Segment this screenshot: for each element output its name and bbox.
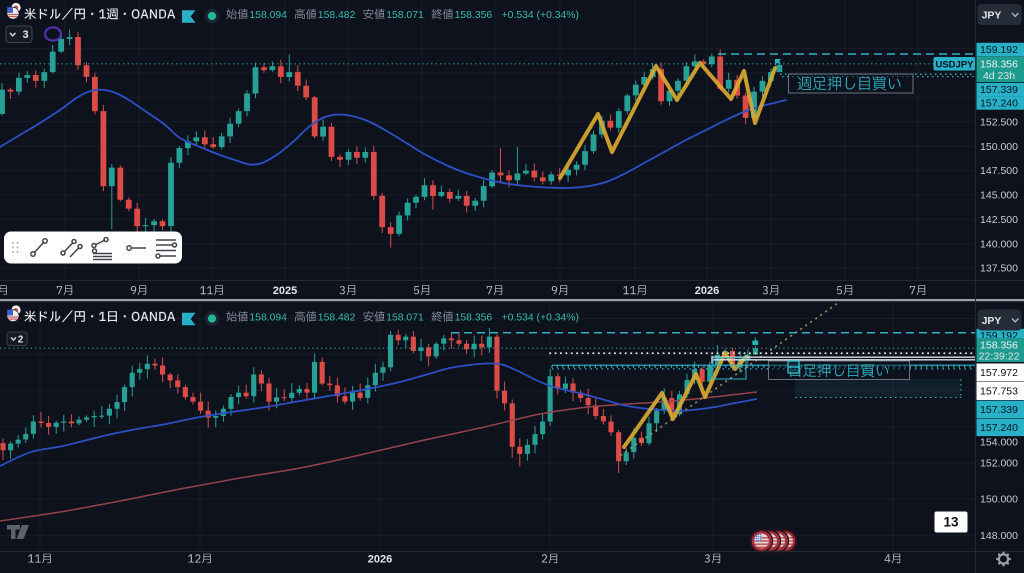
svg-text:158.482: 158.482 xyxy=(318,10,356,21)
svg-text:JPY: JPY xyxy=(982,315,1002,327)
svg-text:147.500: 147.500 xyxy=(980,165,1018,177)
svg-text:148.000: 148.000 xyxy=(980,530,1018,542)
svg-text:4d 23h: 4d 23h xyxy=(983,70,1015,82)
svg-text:154.000: 154.000 xyxy=(980,437,1018,449)
svg-text:157.240: 157.240 xyxy=(980,98,1018,110)
svg-text:+0.534 (+0.34%): +0.534 (+0.34%) xyxy=(502,313,579,324)
svg-text:2026: 2026 xyxy=(695,285,719,297)
svg-text:13: 13 xyxy=(943,515,959,530)
svg-text:158.482: 158.482 xyxy=(318,313,356,324)
svg-text:150.000: 150.000 xyxy=(980,494,1018,506)
svg-text:158.356: 158.356 xyxy=(455,313,493,324)
svg-text:158.071: 158.071 xyxy=(386,313,424,324)
svg-text:142.500: 142.500 xyxy=(980,214,1018,226)
svg-text:158.356: 158.356 xyxy=(980,340,1018,352)
svg-text:JPY: JPY xyxy=(982,10,1002,22)
svg-text:152.000: 152.000 xyxy=(980,458,1018,470)
svg-text:158.356: 158.356 xyxy=(980,59,1018,71)
svg-text:22:39:22: 22:39:22 xyxy=(979,351,1020,363)
svg-text:157.339: 157.339 xyxy=(980,404,1018,416)
svg-text:157.972: 157.972 xyxy=(980,367,1018,379)
svg-text:137.500: 137.500 xyxy=(980,263,1018,275)
svg-text:158.094: 158.094 xyxy=(249,313,287,324)
svg-text:2: 2 xyxy=(18,334,24,345)
svg-text:3: 3 xyxy=(22,29,28,41)
svg-text:159.192: 159.192 xyxy=(980,44,1018,56)
svg-text:140.000: 140.000 xyxy=(980,238,1018,250)
svg-text:158.356: 158.356 xyxy=(455,10,493,21)
svg-text:158.071: 158.071 xyxy=(386,10,424,21)
svg-text:150.000: 150.000 xyxy=(980,141,1018,153)
svg-text:157.753: 157.753 xyxy=(980,386,1018,398)
svg-text:2026: 2026 xyxy=(368,554,392,566)
svg-text:152.500: 152.500 xyxy=(980,116,1018,128)
svg-text:2025: 2025 xyxy=(273,285,297,297)
svg-text:USDJPY: USDJPY xyxy=(935,59,974,70)
svg-text:145.000: 145.000 xyxy=(980,190,1018,202)
svg-text:157.339: 157.339 xyxy=(980,84,1018,96)
svg-text:+0.534 (+0.34%): +0.534 (+0.34%) xyxy=(502,10,579,21)
svg-text:158.094: 158.094 xyxy=(249,10,287,21)
svg-text:157.240: 157.240 xyxy=(980,422,1018,434)
